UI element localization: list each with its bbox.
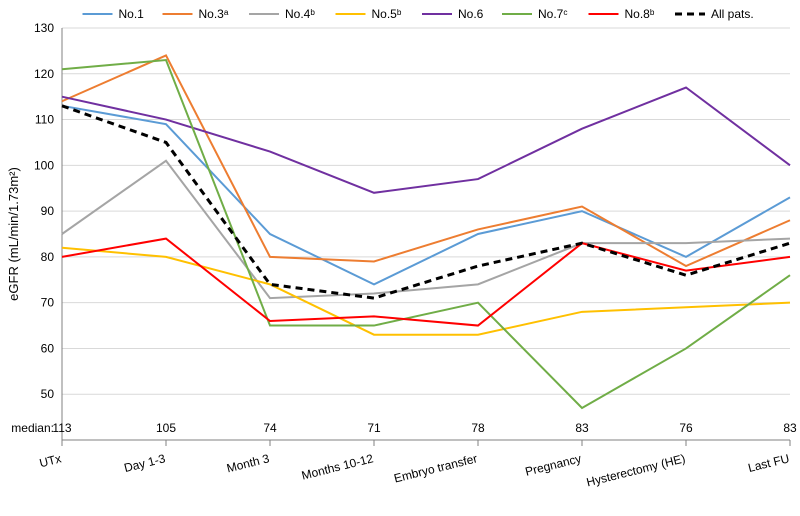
legend-label: No.6 — [458, 7, 484, 21]
median-value: 71 — [367, 421, 381, 435]
legend-label: No.5ᵇ — [372, 7, 402, 21]
median-value: 83 — [575, 421, 589, 435]
chart-bg — [0, 0, 800, 516]
median-value: 78 — [471, 421, 485, 435]
median-value: 76 — [679, 421, 693, 435]
median-value: 105 — [156, 421, 176, 435]
legend-label: No.8ᵇ — [625, 7, 655, 21]
legend-label: All pats. — [711, 7, 754, 21]
legend-label: No.4ᵇ — [285, 7, 315, 21]
median-value: 83 — [783, 421, 797, 435]
legend-label: No.3ᵃ — [199, 7, 229, 21]
median-row-label: median: — [11, 421, 54, 435]
median-value: 113 — [52, 421, 71, 435]
y-tick-label: 50 — [41, 387, 55, 401]
y-tick-label: 100 — [34, 158, 54, 172]
y-axis-label: eGFR (mL/min/1.73m²) — [6, 167, 21, 301]
median-value: 74 — [263, 421, 277, 435]
y-tick-label: 70 — [41, 296, 55, 310]
y-tick-label: 110 — [35, 113, 54, 127]
y-tick-label: 120 — [34, 67, 54, 81]
y-tick-label: 90 — [41, 204, 55, 218]
chart-svg: 50 60 70 80 90 100 110 120 130 eGFR (mL/min/1.73m… — [0, 0, 800, 516]
legend-label: No.1 — [119, 7, 145, 21]
y-tick-label: 80 — [41, 250, 55, 264]
legend-label: No.7ᶜ — [538, 7, 568, 21]
y-tick-label: 130 — [34, 21, 54, 35]
y-tick-label: 60 — [41, 341, 55, 355]
egfr-line-chart: 50 60 70 80 90 100 110 120 130 eGFR (mL/min/1.73m… — [0, 0, 800, 516]
